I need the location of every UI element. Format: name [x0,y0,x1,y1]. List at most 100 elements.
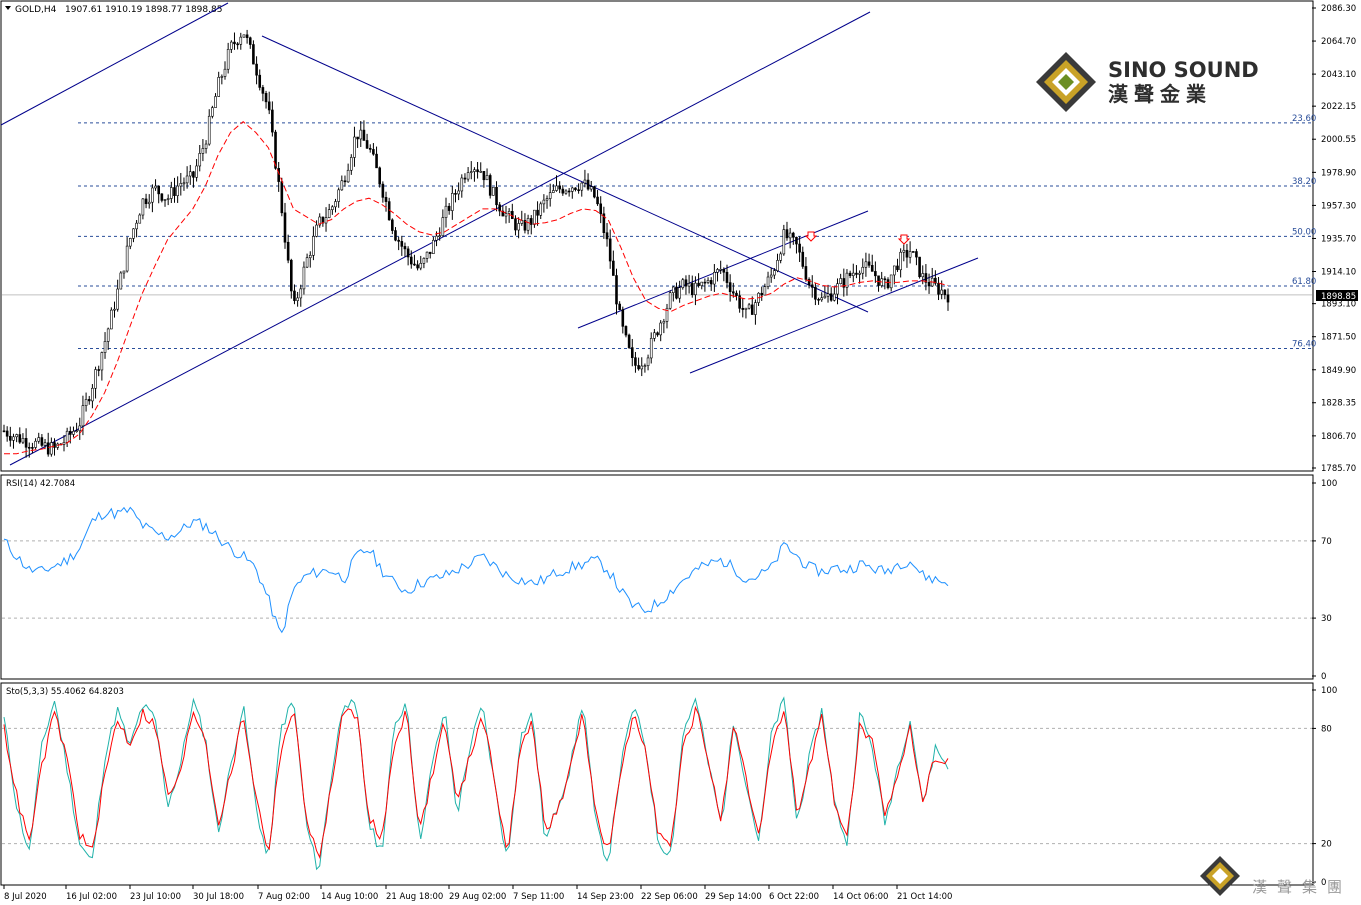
candle-body [485,175,489,181]
candle-body [637,365,640,370]
sino-sound-logo [1036,52,1096,112]
current-price-value: 1898.85 [1321,292,1356,302]
candle-body [12,436,15,441]
fib-level-label: 61.80 [1292,277,1316,287]
candle-body [18,434,22,443]
candle-body [78,425,82,432]
candle-body [773,270,776,276]
candle-body [406,248,410,258]
time-axis: 8 Jul 2020 16 Jul 02:00 23 Jul 10:00 30 Jul… [3,885,952,902]
candle-body [561,188,565,194]
indicator-tick-label: 80 [1321,724,1332,734]
footer-brand-zh: 漢聲集團 [1252,878,1352,896]
candle-body [795,236,798,245]
candle-body [643,365,647,368]
candle-body [239,36,243,45]
candle-body [469,171,473,173]
candle-body [24,438,28,448]
candle-body [858,272,861,275]
candle-body [820,297,824,301]
candle-body [119,272,123,290]
price-tick-label: 2022.15 [1321,102,1356,112]
candle-body [943,289,947,296]
candle-body [353,136,356,158]
candle-body [709,280,713,285]
logo-diamond-core [1058,74,1074,90]
indicator-tick-label: 30 [1321,614,1332,624]
candle-body [842,278,846,288]
candle-body [741,308,745,310]
candle-body [851,272,855,276]
dropdown-triangle-icon[interactable] [5,6,11,10]
time-tick-label: 30 Jul 18:00 [193,892,244,902]
candle-body [346,169,350,183]
candle-body [176,185,179,196]
candle-body [422,258,426,264]
time-tick-label: 21 Aug 18:00 [386,892,443,902]
candle-body [807,279,811,286]
time-tick-label: 14 Oct 06:00 [833,892,888,902]
candle-body [447,205,451,211]
trendline[interactable] [689,257,979,374]
candle-body [75,430,78,433]
time-tick-label: 8 Jul 2020 [4,892,47,902]
candle-body [593,186,596,198]
candle-body [428,251,432,254]
candle-body [463,177,467,180]
candle-body [589,186,593,190]
candle-body [877,275,880,286]
fib-level-label: 38.20 [1292,177,1316,187]
candle-body [728,282,732,292]
fib-level-label: 50.00 [1292,227,1316,237]
candle-body [839,278,842,285]
candle-body [128,238,132,247]
candle-body [555,185,558,191]
candle-body [110,309,113,330]
candle-body [934,277,937,284]
candle-body [261,87,265,94]
candle-body [211,107,214,117]
candle-body [766,276,770,287]
candle-body [302,266,306,290]
candle-body [785,229,789,239]
candle-body [116,288,119,310]
candle-body [586,179,590,190]
candle-body [520,220,524,224]
candle-body [185,175,189,184]
candle-body [451,193,454,211]
candle-body [615,275,618,305]
price-axis: 2086.30 2064.70 2043.10 2022.15 2000.55 1978.… [1312,4,1356,474]
candle-body [460,177,464,192]
candle-body [662,321,666,324]
price-tick-label: 1785.70 [1321,464,1356,474]
candle-body [409,256,413,265]
candle-body [435,235,438,241]
candle-body [567,190,571,193]
candle-body [444,205,448,218]
trendline[interactable] [261,35,869,313]
candle-body [864,261,868,268]
candle-body [226,49,230,70]
candle-body [788,232,792,239]
candle-body [791,232,795,238]
candle-body [523,220,527,231]
candle-body [359,129,363,140]
candle-body [893,265,896,276]
indicator-line [3,705,949,859]
candle-body [37,437,41,442]
candle-body [192,171,195,178]
trendline[interactable] [0,2,229,126]
candle-body [432,239,435,254]
fib-level-label: 76.40 [1292,339,1316,349]
time-tick-label: 7 Aug 02:00 [258,892,310,902]
time-tick-label: 29 Sep 14:00 [705,892,762,902]
candle-body [391,219,394,231]
trendlines [0,2,979,466]
candle-body [334,201,337,208]
candle-body [703,281,707,284]
candle-body [779,253,782,261]
candle-body [845,272,849,288]
time-tick-label: 6 Oct 22:00 [769,892,819,902]
candle-body [814,287,817,300]
